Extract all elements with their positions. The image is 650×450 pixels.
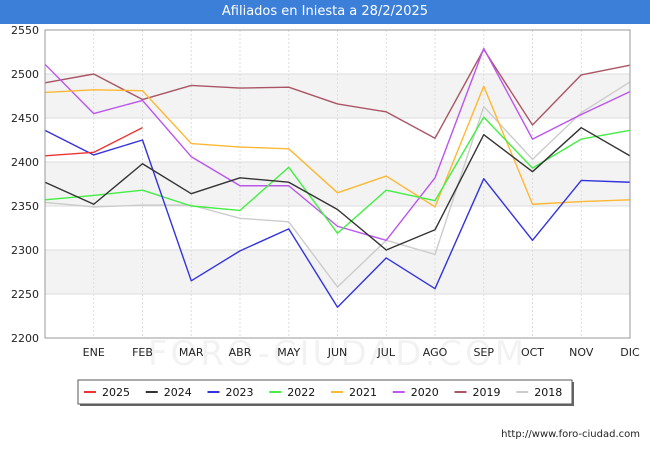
plot-border [44,29,631,339]
series-line-2024 [44,126,631,251]
legend-label-2021: 2021 [349,386,377,399]
series-line-2023 [44,129,631,308]
x-tick-label: JUL [377,346,396,359]
legend-label-2018: 2018 [534,386,562,399]
legend-label-2020: 2020 [411,386,439,399]
x-tick-label: FEB [132,346,153,359]
x-tick-label: ENE [83,346,105,359]
legend: 2025 2024 2023 2022 2021 2020 2019 2018 [77,379,574,406]
series-line-2025 [44,127,143,157]
series-lines [44,47,631,308]
watermark: FORO-CIUDAD.COM [148,334,527,374]
series-line-2021 [44,85,631,208]
x-tick-label: ABR [229,346,252,359]
y-tick-label: 2200 [11,332,39,345]
x-tick-label: NOV [569,346,594,359]
x-tick-label: MAY [277,346,300,359]
y-tick-label: 2300 [11,244,39,257]
axes: 2200 2250 2300 2350 2400 2450 2500 2550 ENE FEB MA… [11,24,640,359]
y-tick-label: 2350 [11,200,39,213]
x-tick-label: JUN [327,346,348,359]
y-tick-label: 2400 [11,156,39,169]
series-line-2019 [44,48,631,139]
x-tick-label: DIC [620,346,640,359]
x-tick-label: AGO [423,346,448,359]
x-tick-label: OCT [521,346,544,359]
legend-label-2023: 2023 [226,386,254,399]
y-tick-label: 2550 [11,24,39,37]
legend-label-2025: 2025 [102,386,130,399]
footer-url[interactable]: http://www.foro-ciudad.com [501,429,640,440]
legend-box [77,379,573,405]
y-tick-label: 2500 [11,68,39,81]
x-tick-label: SEP [473,346,494,359]
y-tick-label: 2250 [11,288,39,301]
chart-title: Afiliados en Iniesta a 28/2/2025 [221,4,429,19]
series-line-2018 [44,81,631,288]
title-bar [0,0,650,24]
legend-label-2022: 2022 [287,386,315,399]
legend-label-2024: 2024 [164,386,192,399]
y-tick-label: 2450 [11,112,39,125]
legend-label-2019: 2019 [473,386,501,399]
grid [45,29,631,339]
series-line-2022 [44,116,631,234]
x-tick-label: MAR [179,346,204,359]
series-line-2020 [44,47,631,242]
